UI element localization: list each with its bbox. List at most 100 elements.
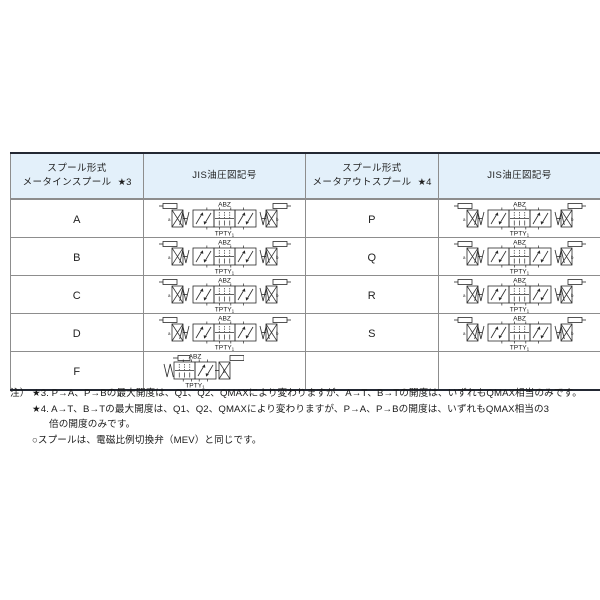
meter-in-spool-letter: D: [72, 327, 82, 340]
svg-text:b: b: [571, 217, 574, 222]
svg-text:TPTY1: TPTY1: [185, 382, 205, 389]
note-mark: ★4.: [32, 403, 49, 415]
svg-text:TPTY1: TPTY1: [214, 230, 234, 237]
note-text-continued: 倍の開度のみです。: [49, 419, 136, 431]
svg-text:a: a: [168, 217, 171, 222]
note-mark: ○: [32, 434, 38, 446]
spool-type-table: スプール形式 メータインスプール ★3 JIS油圧図記号 スプール形式 メータア…: [10, 152, 600, 391]
cell-meter-in-type: D: [10, 313, 144, 352]
svg-text:b: b: [571, 293, 574, 298]
cell-meter-out-type: R: [305, 275, 439, 314]
cell-jis-symbol-left: a b ABZ TPTY1: [143, 237, 306, 276]
note-row-1: 注） ★3. P→A、P→Bの最大開度は、Q1、Q2、QMAXにより変わりますが…: [10, 386, 595, 402]
svg-text:TPTY1: TPTY1: [214, 344, 234, 351]
svg-text:b: b: [223, 369, 226, 374]
note-row-2: ★4. A→T、B→Tの最大開度は、Q1、Q2、QMAXにより変わりますが、P→…: [10, 402, 595, 433]
header-line-2: メータアウトスプール ★4: [312, 177, 432, 188]
svg-text:b: b: [276, 293, 279, 298]
svg-text:a: a: [463, 331, 466, 336]
valve-3pos-4way-icon: a b ABZ TPTY1: [144, 276, 305, 313]
cell-jis-symbol-left: a b ABZ TPTY1: [143, 198, 306, 238]
cell-meter-out-type: [305, 351, 439, 391]
svg-text:a: a: [168, 255, 171, 260]
header-meter-out-spool-type: スプール形式 メータアウトスプール ★4: [305, 152, 439, 200]
cell-meter-out-type: S: [305, 313, 439, 352]
table-row: C a b ABZ TPTY1 R a b ABZ TPTY1: [10, 275, 600, 314]
cell-meter-in-type: B: [10, 237, 144, 276]
cell-jis-symbol-right: a b ABZ TPTY1: [438, 313, 600, 352]
notes-block: 注） ★3. P→A、P→Bの最大開度は、Q1、Q2、QMAXにより変わりますが…: [10, 386, 595, 448]
svg-text:a: a: [463, 255, 466, 260]
valve-3pos-4way-icon: a b ABZ TPTY1: [144, 200, 305, 237]
svg-text:ABZ: ABZ: [189, 353, 202, 360]
svg-text:b: b: [571, 331, 574, 336]
valve-3pos-4way-icon: a b ABZ TPTY1: [439, 238, 600, 275]
svg-text:TPTY1: TPTY1: [214, 306, 234, 313]
valve-2pos-4way-icon: b ABZ TPTY1: [144, 352, 305, 389]
table-header-row: スプール形式 メータインスプール ★3 JIS油圧図記号 スプール形式 メータア…: [10, 152, 600, 200]
svg-text:TPTY1: TPTY1: [509, 230, 529, 237]
note-text: スプールは、電磁比例切換弁（MEV）と同じです。: [37, 434, 262, 446]
svg-text:a: a: [463, 293, 466, 298]
cell-meter-out-type: Q: [305, 237, 439, 276]
cell-jis-symbol-left: b ABZ TPTY1: [143, 351, 306, 391]
svg-text:a: a: [168, 293, 171, 298]
note-text: A→T、B→Tの最大開度は、Q1、Q2、QMAXにより変わりますが、P→A、P→…: [51, 403, 550, 415]
header-meter-in-spool-type: スプール形式 メータインスプール ★3: [10, 152, 144, 200]
header-line-1: スプール形式: [47, 163, 107, 175]
svg-text:TPTY1: TPTY1: [214, 268, 234, 275]
note-item-circle: ○スプールは、電磁比例切換弁（MEV）と同じです。: [32, 433, 595, 449]
notes-label: 注）: [10, 388, 30, 399]
header-line-1: JIS油圧図記号: [192, 170, 257, 182]
star-marker-3: ★3: [117, 177, 132, 188]
table-body: A a b ABZ TPTY1 P a b ABZ TPTY1 B a b ABZ TPTY1 Q a b…: [10, 198, 600, 391]
cell-jis-symbol-right: [438, 351, 600, 391]
meter-in-spool-letter: C: [72, 289, 82, 302]
svg-text:b: b: [276, 331, 279, 336]
meter-out-spool-letter: S: [368, 327, 376, 340]
cell-meter-in-type: A: [10, 198, 144, 238]
header-jis-symbol-right: JIS油圧図記号: [438, 152, 600, 200]
table-row: A a b ABZ TPTY1 P a b ABZ TPTY1: [10, 198, 600, 238]
table-row: F b ABZ TPTY1: [10, 351, 600, 391]
valve-3pos-4way-icon: a b ABZ TPTY1: [439, 314, 600, 351]
svg-text:ABZ: ABZ: [513, 277, 526, 284]
cell-jis-symbol-right: a b ABZ TPTY1: [438, 275, 600, 314]
svg-text:TPTY1: TPTY1: [509, 344, 529, 351]
svg-text:ABZ: ABZ: [513, 201, 526, 208]
note-mark: ★3.: [32, 388, 49, 399]
cell-jis-symbol-left: a b ABZ TPTY1: [143, 313, 306, 352]
star-marker-4: ★4: [417, 177, 432, 188]
note-item-star3: ★3. P→A、P→Bの最大開度は、Q1、Q2、QMAXにより変わりますが、A→…: [32, 386, 595, 402]
valve-3pos-4way-icon: a b ABZ TPTY1: [144, 314, 305, 351]
meter-in-spool-letter: B: [73, 251, 81, 264]
svg-text:ABZ: ABZ: [513, 239, 526, 246]
meter-in-spool-letter: F: [73, 365, 81, 378]
svg-text:b: b: [276, 217, 279, 222]
cell-meter-in-type: F: [10, 351, 144, 391]
svg-text:ABZ: ABZ: [218, 201, 231, 208]
svg-text:a: a: [463, 217, 466, 222]
meter-out-spool-letter: R: [367, 289, 377, 302]
valve-3pos-4way-icon: a b ABZ TPTY1: [439, 276, 600, 313]
cell-jis-symbol-left: a b ABZ TPTY1: [143, 275, 306, 314]
header-line-2: メータインスプール ★3: [22, 177, 132, 188]
svg-text:b: b: [276, 255, 279, 260]
cell-jis-symbol-right: a b ABZ TPTY1: [438, 237, 600, 276]
svg-text:ABZ: ABZ: [218, 277, 231, 284]
header-jis-symbol-left: JIS油圧図記号: [143, 152, 306, 200]
svg-text:ABZ: ABZ: [513, 315, 526, 322]
table-row: D a b ABZ TPTY1 S a b ABZ TPTY1: [10, 313, 600, 352]
note-item-star4: ★4. A→T、B→Tの最大開度は、Q1、Q2、QMAXにより変わりますが、P→…: [32, 402, 595, 433]
meter-out-spool-letter: Q: [367, 251, 377, 264]
svg-text:b: b: [571, 255, 574, 260]
svg-text:TPTY1: TPTY1: [509, 306, 529, 313]
header-line-1: JIS油圧図記号: [487, 170, 552, 182]
cell-meter-out-type: P: [305, 198, 439, 238]
note-row-3: ○スプールは、電磁比例切換弁（MEV）と同じです。: [10, 433, 595, 449]
svg-text:TPTY1: TPTY1: [509, 268, 529, 275]
cell-meter-in-type: C: [10, 275, 144, 314]
svg-text:ABZ: ABZ: [218, 315, 231, 322]
cell-jis-symbol-right: a b ABZ TPTY1: [438, 198, 600, 238]
